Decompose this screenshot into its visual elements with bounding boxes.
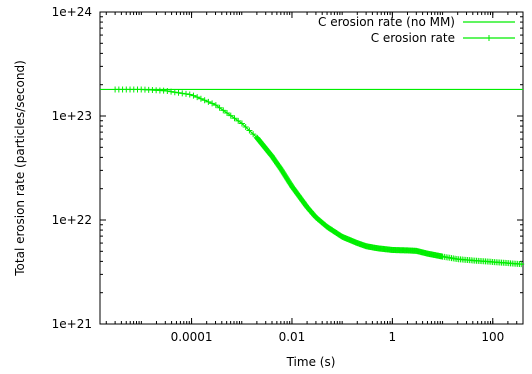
data-point-marker <box>190 92 197 99</box>
x-tick-label: 0.0001 <box>171 330 213 344</box>
x-tick-label: 100 <box>481 330 504 344</box>
data-point-marker <box>250 131 257 138</box>
data-point-marker <box>197 95 204 102</box>
plot-frame <box>99 11 524 325</box>
data-point-marker <box>227 112 234 119</box>
data-point-marker <box>183 90 189 97</box>
data-point-marker <box>175 89 182 96</box>
data-point-marker <box>201 97 208 104</box>
y-tick-label: 1e+24 <box>52 5 92 19</box>
y-tick-label: 1e+23 <box>52 109 92 123</box>
y-tick-label: 1e+21 <box>52 317 92 331</box>
y-tick-label: 1e+22 <box>52 213 92 227</box>
data-point-marker <box>194 94 201 101</box>
data-point-marker <box>212 102 219 109</box>
y-axis-ticks: 1e+21 1e+22 1e+23 1e+24 <box>52 5 523 331</box>
data-point-marker <box>242 124 249 131</box>
data-point-marker <box>209 100 216 107</box>
x-axis-ticks: 0.0001 0.01 1 100 <box>105 12 524 344</box>
legend-marker-sample <box>486 35 492 41</box>
x-tick-label: 0.01 <box>279 330 306 344</box>
x-axis-label: Time (s) <box>286 355 336 369</box>
data-point-marker <box>238 120 245 127</box>
y-axis-label: Total erosion rate (particles/second) <box>13 60 27 276</box>
x-tick-label: 1 <box>389 330 397 344</box>
data-point-marker <box>179 90 186 97</box>
data-point-marker <box>224 109 231 116</box>
data-point-marker <box>246 127 253 134</box>
series-line-c-erosion <box>115 88 524 265</box>
data-point-marker <box>220 107 227 114</box>
data-point-marker <box>171 89 178 96</box>
legend-entry-label: C erosion rate <box>371 31 455 45</box>
data-point-marker <box>518 261 525 268</box>
data-point-marker <box>205 98 212 105</box>
series-layer <box>100 86 525 268</box>
data-point-marker <box>231 115 238 122</box>
legend: C erosion rate (no MM) C erosion rate <box>318 15 515 45</box>
data-point-marker <box>186 91 193 98</box>
data-point-marker <box>235 117 242 124</box>
data-point-marker <box>164 88 171 95</box>
data-point-marker <box>168 88 175 95</box>
data-point-marker <box>216 104 223 111</box>
legend-entry-label: C erosion rate (no MM) <box>318 15 455 29</box>
